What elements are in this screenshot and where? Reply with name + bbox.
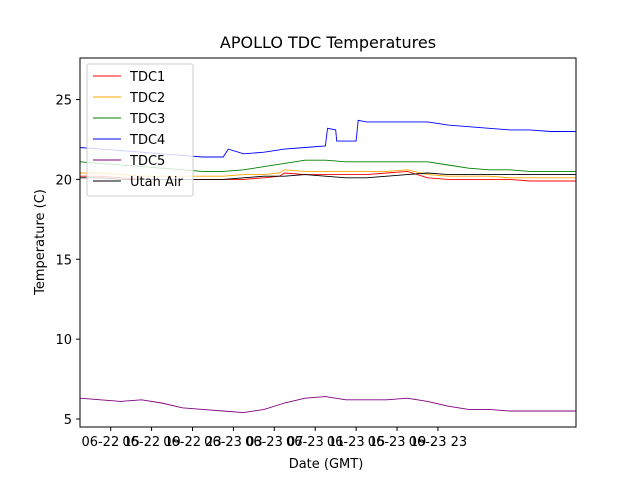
x-tick-label: 06-23 23 <box>409 435 467 450</box>
x-tick-label: 06-23 19 <box>368 435 426 450</box>
series-line-tdc5 <box>80 396 576 414</box>
y-tick-label: 5 <box>64 413 72 428</box>
x-tick-label: 06-23 11 <box>286 435 344 450</box>
y-tick-label: 25 <box>55 94 72 109</box>
legend-label-tdc2: TDC2 <box>129 91 165 106</box>
chart-title: APOLLO TDC Temperatures <box>220 33 436 52</box>
x-tick-label: 06-23 15 <box>327 435 385 450</box>
x-tick-label: 06-23 07 <box>245 435 303 450</box>
legend-label-tdc3: TDC3 <box>129 112 165 127</box>
y-axis-label: Temperature (C) <box>33 189 48 296</box>
legend-label-tdc4: TDC4 <box>129 133 165 148</box>
x-tick-label: 06-22 23 <box>163 435 221 450</box>
y-tick-label: 15 <box>55 253 72 268</box>
x-axis-label: Date (GMT) <box>289 457 364 472</box>
axes-frame <box>79 57 577 428</box>
legend-label-tdc1: TDC1 <box>129 70 165 85</box>
x-tick-label: 06-22 15 <box>81 435 139 450</box>
y-tick-label: 10 <box>55 333 72 348</box>
x-tick-label: 06-23 03 <box>204 435 262 450</box>
x-tick-label: 06-22 19 <box>122 435 180 450</box>
legend-label-utah-air: Utah Air <box>130 175 183 190</box>
y-tick-label: 20 <box>55 173 72 188</box>
legend-label-tdc5: TDC5 <box>129 154 165 169</box>
legend: TDC1 TDC2 TDC3 TDC4 TDC5 Utah Air <box>86 63 194 197</box>
